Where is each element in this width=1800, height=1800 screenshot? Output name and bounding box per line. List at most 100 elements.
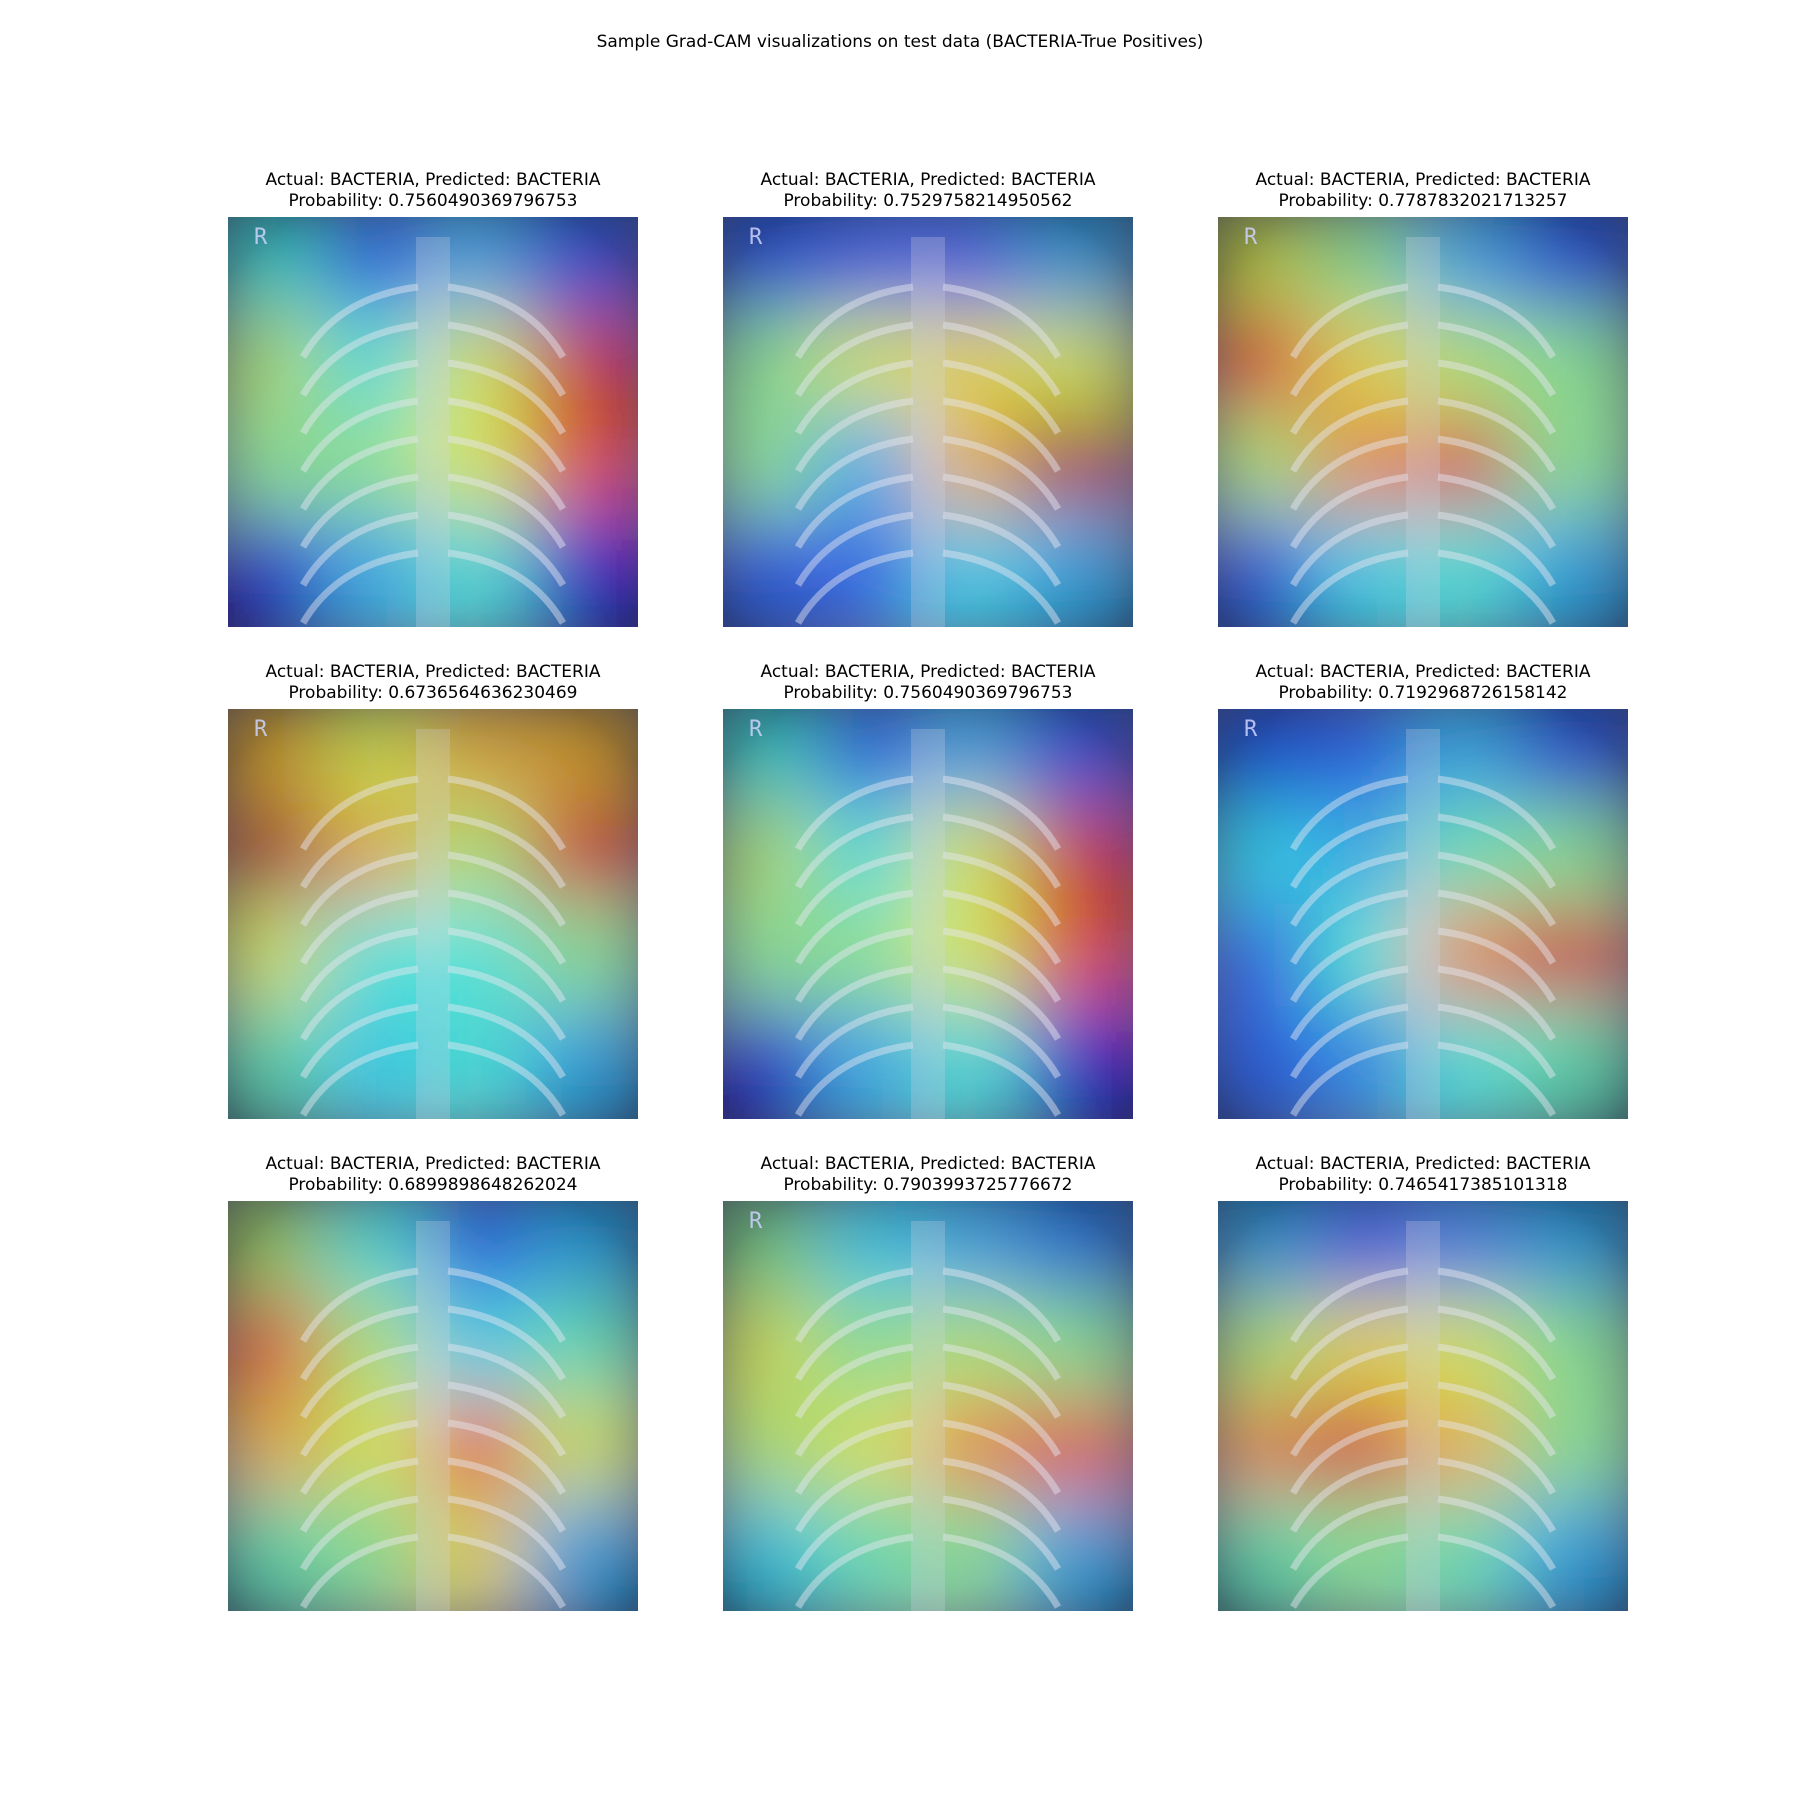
panel-label-line: Actual: BACTERIA, Predicted: BACTERIA: [760, 662, 1096, 682]
xray-heatmap-svg: [1218, 217, 1628, 627]
panel-probability-line: Probability: 0.7192968726158142: [1278, 683, 1568, 703]
heatmap-cell: [1413, 904, 1536, 1027]
heatmap-cell: [423, 514, 546, 627]
gradcam-heatmap: [228, 217, 638, 627]
heatmap-cell: [525, 1498, 638, 1611]
panel-probability-line: Probability: 0.7560490369796753: [783, 683, 1073, 703]
heatmap-cell: [1515, 801, 1628, 924]
panel-label-line: Actual: BACTERIA, Predicted: BACTERIA: [265, 170, 601, 190]
panel-title: Actual: BACTERIA, Predicted: BACTERIA Pro…: [1218, 662, 1628, 704]
gradcam-overlay-image: R: [228, 709, 638, 1119]
panel-title: Actual: BACTERIA, Predicted: BACTERIA Pro…: [228, 662, 638, 704]
heatmap-cell: [918, 801, 1041, 924]
gradcam-panel: Actual: BACTERIA, Predicted: BACTERIA Pro…: [723, 662, 1133, 1119]
panel-label-line: Actual: BACTERIA, Predicted: BACTERIA: [265, 1154, 601, 1174]
heatmap-cell: [918, 1293, 1041, 1416]
heatmap-cell: [815, 1498, 938, 1611]
gradcam-overlay-image: R: [228, 217, 638, 627]
heatmap-cell: [1020, 1396, 1133, 1519]
panel-label-line: Actual: BACTERIA, Predicted: BACTERIA: [760, 170, 1096, 190]
xray-heatmap-svg: [723, 709, 1133, 1119]
gradcam-heatmap: [228, 1201, 638, 1611]
panel-title: Actual: BACTERIA, Predicted: BACTERIA Pro…: [723, 170, 1133, 212]
heatmap-cell: [525, 801, 638, 924]
figure-title: Sample Grad-CAM visualizations on test d…: [596, 32, 1204, 52]
heatmap-cell: [1310, 801, 1433, 924]
panel-probability-line: Probability: 0.7560490369796753: [288, 191, 578, 211]
heatmap-cell: [1515, 514, 1628, 627]
panel-title: Actual: BACTERIA, Predicted: BACTERIA Pro…: [1218, 1154, 1628, 1196]
heatmap-cell: [1413, 1293, 1536, 1416]
spine: [1406, 237, 1440, 627]
heatmap-cell: [525, 309, 638, 432]
gradcam-panel: Actual: BACTERIA, Predicted: BACTERIA Pro…: [1218, 662, 1628, 1119]
rib-cage: [299, 1221, 567, 1611]
heatmap-cell: [918, 1498, 1041, 1611]
spine: [911, 237, 945, 627]
gradcam-heatmap: [723, 1201, 1133, 1611]
panel-title: Actual: BACTERIA, Predicted: BACTERIA Pro…: [723, 662, 1133, 704]
heatmap-cell: [1515, 1396, 1628, 1519]
gradcam-heatmap: [1218, 709, 1628, 1119]
spine: [911, 729, 945, 1119]
gradcam-overlay-image: R: [1218, 217, 1628, 627]
rib-cage: [1289, 237, 1557, 627]
heatmap-cell: [1310, 309, 1433, 432]
rib-cage: [1289, 1221, 1557, 1611]
panel-label-line: Actual: BACTERIA, Predicted: BACTERIA: [1255, 662, 1591, 682]
gradcam-panel: Actual: BACTERIA, Predicted: BACTERIA Pro…: [1218, 170, 1628, 627]
heatmap-cell: [525, 904, 638, 1027]
heatmap-cell: [1413, 514, 1536, 627]
heatmap-cell: [918, 514, 1041, 627]
heatmap-cell: [1020, 1498, 1133, 1611]
panel-title: Actual: BACTERIA, Predicted: BACTERIA Pro…: [723, 1154, 1133, 1196]
rib-cage: [299, 729, 567, 1119]
panel-label-line: Actual: BACTERIA, Predicted: BACTERIA: [1255, 170, 1591, 190]
xray-heatmap-svg: [723, 1201, 1133, 1611]
heatmap-cell: [918, 1006, 1041, 1119]
heatmap-cell: [1020, 1006, 1133, 1119]
heatmap-cell: [1515, 904, 1628, 1027]
xray-side-marker: R: [749, 225, 763, 250]
heatmap-cell: [1310, 1293, 1433, 1416]
heatmap-cell: [423, 1293, 546, 1416]
gradcam-panel: Actual: BACTERIA, Predicted: BACTERIA Pro…: [228, 662, 638, 1119]
xray-heatmap-svg: [1218, 1201, 1628, 1611]
heatmap-cell: [320, 1006, 443, 1119]
heatmap-cell: [1413, 412, 1536, 535]
panel-label-line: Actual: BACTERIA, Predicted: BACTERIA: [760, 1154, 1096, 1174]
rib-cage: [794, 237, 1062, 627]
heatmap-cell: [1310, 1396, 1433, 1519]
xray-heatmap-svg: [723, 217, 1133, 627]
heatmap-cell: [320, 1498, 443, 1611]
panel-probability-line: Probability: 0.6736564636230469: [288, 683, 578, 703]
heatmap-cell: [918, 309, 1041, 432]
heatmap-cell: [1413, 801, 1536, 924]
xray-heatmap-svg: [1218, 709, 1628, 1119]
heatmap-cell: [1515, 1498, 1628, 1611]
heatmap-cell: [525, 1006, 638, 1119]
heatmap-cell: [423, 1006, 546, 1119]
heatmap-cell: [1310, 412, 1433, 535]
gradcam-heatmap: [1218, 217, 1628, 627]
rib-cage: [1289, 729, 1557, 1119]
gradcam-overlay-image: R: [723, 709, 1133, 1119]
heatmap-cell: [525, 412, 638, 535]
heatmap-cell: [815, 412, 938, 535]
panel-title: Actual: BACTERIA, Predicted: BACTERIA Pro…: [228, 170, 638, 212]
xray-heatmap-svg: [228, 709, 638, 1119]
heatmap-cell: [423, 904, 546, 1027]
panel-probability-line: Probability: 0.7903993725776672: [783, 1175, 1073, 1195]
heatmap-cell: [918, 412, 1041, 535]
heatmap-cell: [1413, 309, 1536, 432]
panel-label-line: Actual: BACTERIA, Predicted: BACTERIA: [1255, 1154, 1591, 1174]
heatmap-cell: [1515, 1006, 1628, 1119]
gradcam-overlay-image: R: [723, 1201, 1133, 1611]
heatmap-cell: [320, 801, 443, 924]
gradcam-overlay-image: [228, 1201, 638, 1611]
heatmap-cell: [918, 904, 1041, 1027]
gradcam-panel: Actual: BACTERIA, Predicted: BACTERIA Pro…: [723, 1154, 1133, 1611]
heatmap-cell: [815, 904, 938, 1027]
spine: [1406, 729, 1440, 1119]
panel-label-line: Actual: BACTERIA, Predicted: BACTERIA: [265, 662, 601, 682]
